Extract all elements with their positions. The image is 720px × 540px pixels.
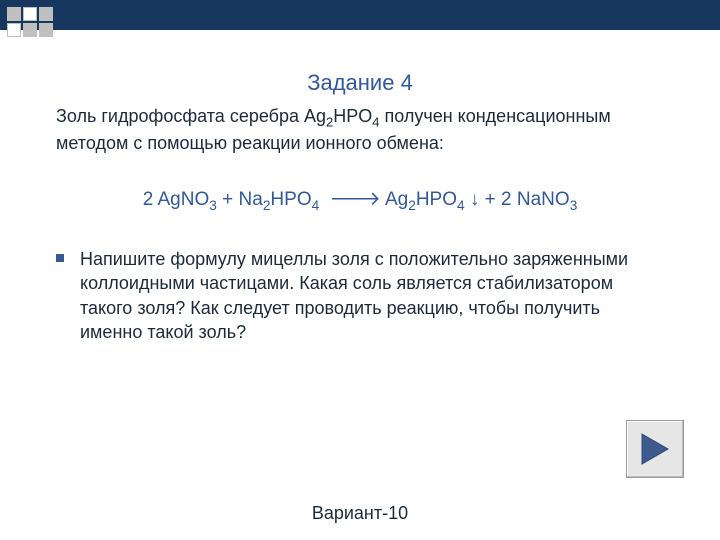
deco-sq: [7, 7, 21, 21]
play-icon: [640, 432, 670, 466]
task-text: Напишите формулу мицеллы золя с положите…: [80, 247, 664, 344]
bullet-icon: [56, 254, 64, 262]
equation: 2 AgNO3 + Na2HPO4 🡒 Ag2HPO4 ↓ + 2 NaNO3: [56, 187, 664, 213]
footer-text: Вариант-10: [0, 503, 720, 524]
deco-sq: [39, 7, 53, 21]
top-bar: [0, 0, 720, 30]
intro-text: Золь гидрофосфата серебра Ag2HPO4 получе…: [56, 104, 664, 155]
slide-body: Задание 4 Золь гидрофосфата серебра Ag2H…: [0, 30, 720, 540]
next-slide-button[interactable]: [626, 420, 684, 478]
deco-sq: [23, 7, 37, 21]
task-item: Напишите формулу мицеллы золя с положите…: [56, 247, 664, 344]
slide-title: Задание 4: [56, 70, 664, 96]
